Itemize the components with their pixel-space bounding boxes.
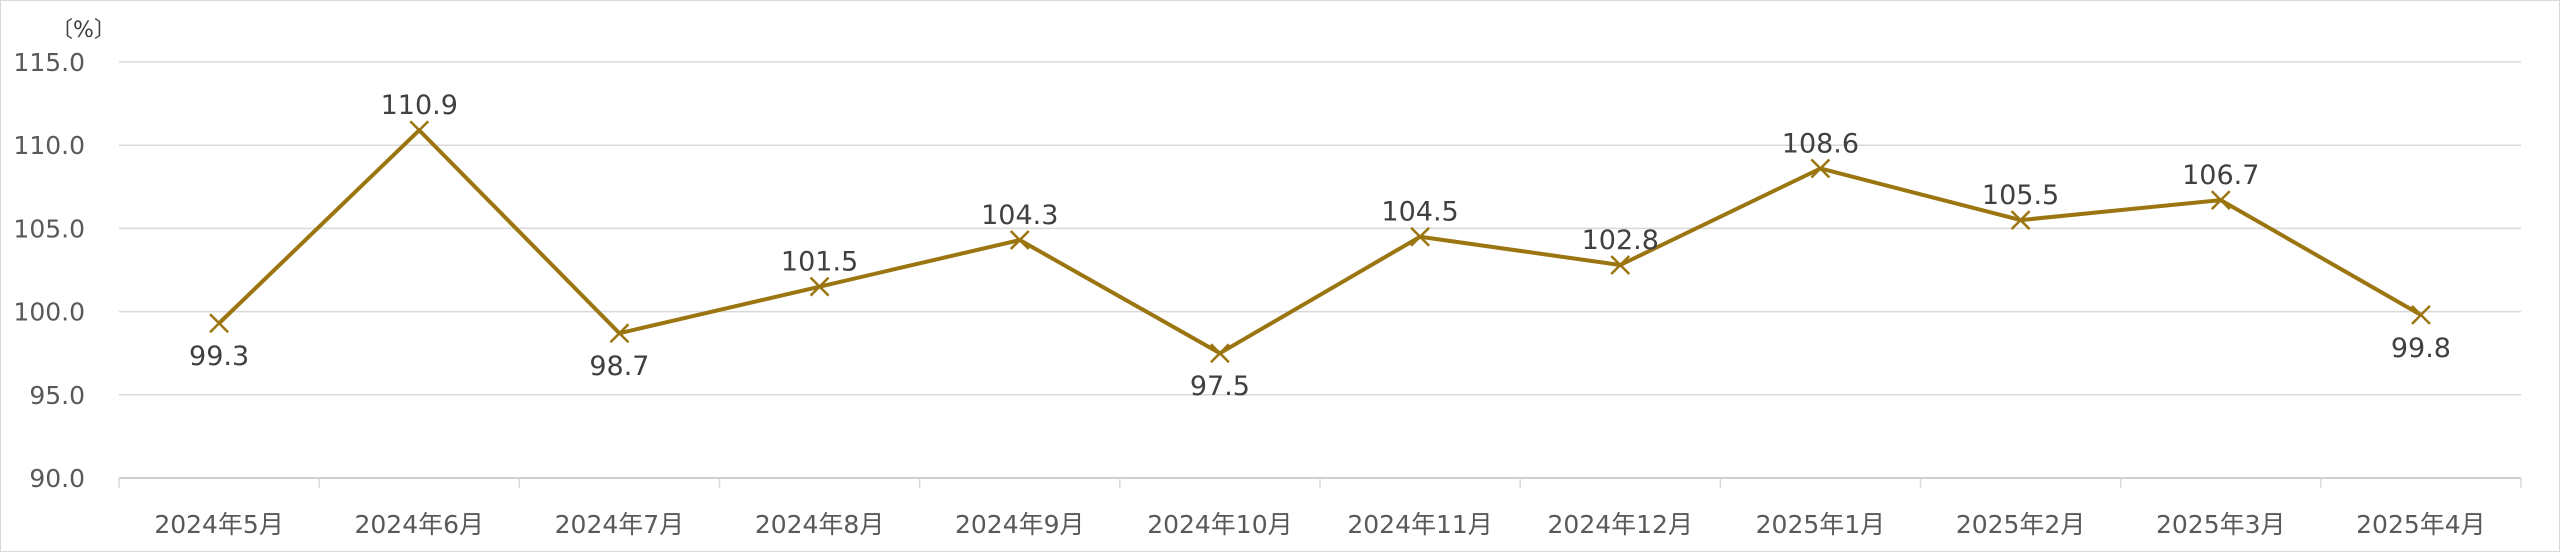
data-point-marker: [2010, 210, 2031, 230]
grid-lines: [119, 61, 2521, 396]
data-label: 99.8: [2391, 333, 2451, 364]
series-line: [217, 128, 2422, 356]
x-tick-label: 2024年5月: [154, 510, 284, 539]
data-point-marker: [409, 120, 430, 141]
marker-stroke: [609, 323, 630, 344]
y-axis: 115.0 110.0 105.0 100.0 95.0 90.0: [13, 48, 85, 493]
data-label: 110.9: [381, 90, 458, 121]
data-point-marker: [2411, 305, 2431, 325]
data-label: 101.5: [781, 247, 858, 278]
y-tick-label: 110.0: [13, 131, 85, 160]
data-point-marker: [1410, 226, 1430, 247]
marker-stroke: [1810, 158, 1831, 179]
data-label: 104.3: [981, 200, 1058, 231]
y-axis-unit-label: 〔%〕: [51, 18, 116, 43]
data-label: 108.6: [1782, 128, 1859, 159]
data-point-marker: [1610, 255, 1631, 275]
data-point-marker: [1810, 158, 1831, 179]
data-point-marker: [2210, 190, 2231, 210]
data-label: 104.5: [1381, 197, 1458, 228]
data-point-marker: [209, 313, 229, 334]
marker-stroke: [1210, 343, 1230, 364]
data-labels: 99.3 110.9 98.7 101.5 104.3 97.5 104.5 102.8 108…: [189, 90, 2451, 402]
series: [209, 120, 2431, 364]
marker-stroke: [2010, 210, 2031, 230]
data-label: 99.3: [189, 341, 249, 372]
data-label: 102.8: [1582, 225, 1659, 256]
y-tick-label: 105.0: [13, 214, 85, 243]
x-tick-label: 2024年6月: [354, 510, 484, 539]
x-axis: 2024年5月 2024年6月 2024年7月 2024年8月 2024年9月 2024年…: [118, 477, 2522, 539]
marker-stroke: [2411, 305, 2431, 325]
y-tick-label: 95.0: [29, 381, 85, 410]
data-point-marker: [1009, 230, 1030, 250]
marker-stroke: [1410, 226, 1430, 247]
x-tick-label: 2024年7月: [555, 510, 685, 539]
marker-stroke: [409, 120, 430, 141]
x-tick-label: 2025年1月: [1756, 510, 1886, 539]
x-tick-label: 2025年4月: [2356, 510, 2486, 539]
marker-stroke: [1610, 255, 1631, 275]
x-tick-label: 2024年8月: [755, 510, 885, 539]
y-tick-label: 90.0: [29, 464, 85, 493]
x-tick-label: 2025年3月: [2156, 510, 2286, 539]
marker-stroke: [2210, 190, 2231, 210]
x-tick-label: 2024年9月: [955, 510, 1085, 539]
x-tick-label: 2024年10月: [1147, 510, 1292, 539]
y-tick-label: 100.0: [13, 298, 85, 327]
data-point-marker: [809, 276, 830, 297]
data-label: 97.5: [1190, 371, 1250, 402]
data-label: 105.5: [1982, 180, 2059, 211]
data-point-marker: [609, 323, 630, 344]
marker-stroke: [209, 313, 229, 334]
data-point-marker: [1210, 343, 1230, 364]
marker-stroke: [809, 276, 830, 297]
data-label: 106.7: [2182, 160, 2259, 191]
data-label: 98.7: [589, 351, 649, 382]
x-tick-label: 2024年11月: [1347, 510, 1492, 539]
x-tick-label: 2024年12月: [1548, 510, 1693, 539]
y-tick-label: 115.0: [13, 48, 85, 77]
x-tick-label: 2025年2月: [1956, 510, 2086, 539]
marker-stroke: [1009, 230, 1030, 250]
